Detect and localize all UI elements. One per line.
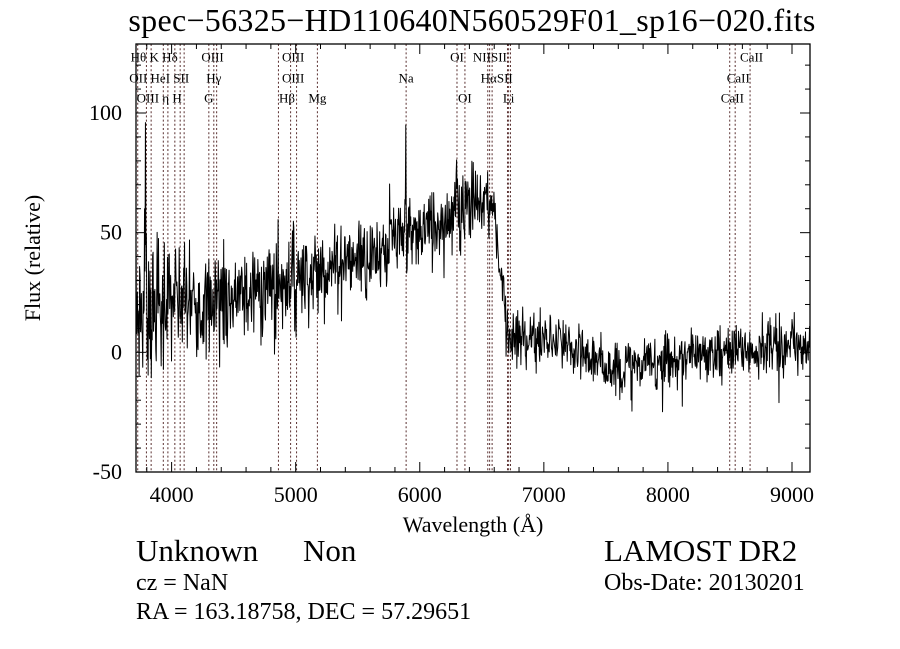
svg-text:Hθ K Hδ: Hθ K Hδ bbox=[131, 50, 178, 65]
svg-text:CaII: CaII bbox=[721, 91, 744, 106]
svg-text:8000: 8000 bbox=[646, 482, 690, 507]
svg-text:Li: Li bbox=[503, 91, 515, 106]
svg-text:CaII: CaII bbox=[740, 50, 763, 65]
svg-text:Wavelength (Å): Wavelength (Å) bbox=[403, 512, 544, 537]
svg-text:CaII: CaII bbox=[727, 71, 750, 86]
svg-text:Unknown: Unknown bbox=[136, 533, 259, 568]
svg-text:Obs-Date: 20130201: Obs-Date: 20130201 bbox=[604, 570, 805, 596]
svg-text:Mg: Mg bbox=[308, 91, 327, 106]
svg-text:0: 0 bbox=[111, 339, 122, 364]
svg-text:OIII: OIII bbox=[201, 50, 223, 65]
svg-text:Na: Na bbox=[399, 71, 414, 86]
svg-text:cz = NaN: cz = NaN bbox=[136, 570, 228, 596]
svg-text:OII HeI SII: OII HeI SII bbox=[129, 71, 189, 86]
svg-text:7000: 7000 bbox=[522, 482, 566, 507]
svg-text:50: 50 bbox=[100, 220, 122, 245]
svg-text:5000: 5000 bbox=[274, 482, 318, 507]
svg-text:OI: OI bbox=[450, 50, 464, 65]
svg-text:HαSII: HαSII bbox=[481, 71, 513, 86]
svg-text:6000: 6000 bbox=[398, 482, 442, 507]
svg-text:G: G bbox=[204, 91, 213, 106]
svg-text:Flux (relative): Flux (relative) bbox=[20, 195, 45, 321]
svg-text:Non: Non bbox=[303, 533, 357, 568]
svg-text:Hβ: Hβ bbox=[279, 91, 295, 106]
svg-text:spec−56325−HD110640N560529F01_: spec−56325−HD110640N560529F01_sp16−020.f… bbox=[128, 2, 815, 38]
svg-text:OIII η H: OIII η H bbox=[137, 91, 182, 106]
svg-text:RA = 163.18758, DEC = 57.2965: RA = 163.18758, DEC = 57.29651 bbox=[136, 599, 471, 625]
svg-text:-50: -50 bbox=[93, 459, 122, 484]
svg-text:NIISII: NIISII bbox=[473, 50, 507, 65]
svg-text:LAMOST DR2: LAMOST DR2 bbox=[604, 533, 797, 568]
svg-text:OIII: OIII bbox=[282, 71, 304, 86]
svg-text:9000: 9000 bbox=[770, 482, 814, 507]
svg-text:4000: 4000 bbox=[150, 482, 194, 507]
svg-text:OI: OI bbox=[458, 91, 472, 106]
svg-text:100: 100 bbox=[89, 100, 122, 125]
svg-text:OIII: OIII bbox=[282, 50, 304, 65]
svg-text:Hγ: Hγ bbox=[206, 71, 221, 86]
